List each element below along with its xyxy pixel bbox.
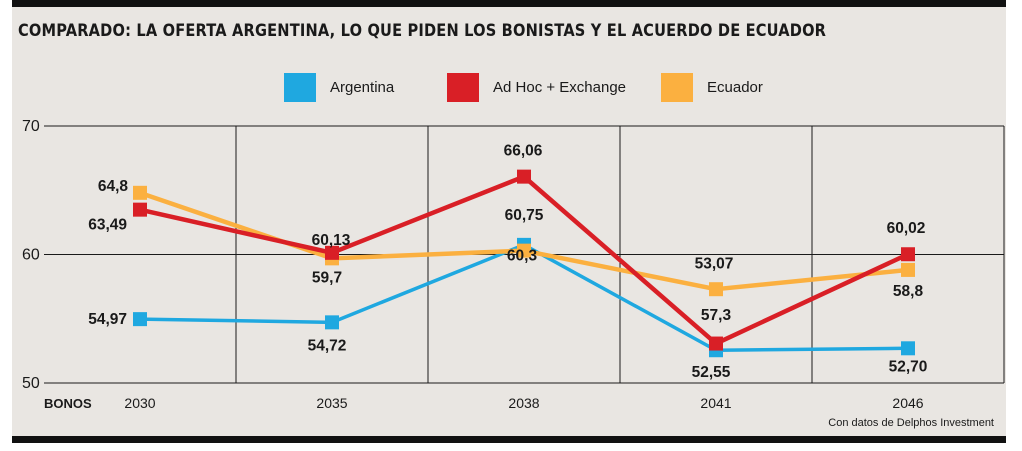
data-point-ecuador (901, 262, 915, 277)
data-label: 52,55 (692, 364, 731, 381)
data-label: 60,02 (887, 220, 926, 237)
data-point-argentina (133, 312, 147, 327)
legend-label-ecuador: Ecuador (707, 78, 763, 96)
x-tick-label: 2038 (508, 395, 539, 411)
data-point-ecuador (709, 282, 723, 297)
top-rule (12, 0, 1006, 7)
data-point-ad-hoc-exchange (901, 247, 915, 262)
data-point-ecuador (517, 243, 531, 258)
legend-swatch-ad-hoc (447, 72, 479, 102)
bottom-rule (12, 436, 1006, 443)
data-label: 58,8 (893, 283, 924, 300)
data-label: 66,06 (504, 143, 543, 160)
data-point-ad-hoc-exchange (133, 202, 147, 217)
data-label: 60,75 (505, 207, 544, 224)
data-label: 54,97 (88, 311, 127, 328)
data-label: 63,49 (88, 217, 127, 234)
data-label: 53,07 (695, 256, 734, 273)
data-label: 60,3 (507, 248, 538, 265)
data-label: 52,70 (889, 358, 928, 375)
data-point-ad-hoc-exchange (517, 169, 531, 184)
data-label: 54,72 (308, 337, 347, 354)
data-label: 59,7 (312, 269, 342, 286)
y-tick-label: 60 (22, 247, 40, 264)
source-note: Con datos de Delphos Investment (828, 417, 994, 429)
chart-frame (12, 7, 1006, 438)
data-point-ecuador (133, 185, 147, 200)
legend-item-ad-hoc: Ad Hoc + Exchange (447, 72, 626, 102)
data-label: 64,8 (98, 178, 129, 195)
legend-swatch-argentina (284, 72, 316, 102)
x-tick-label: 2035 (316, 395, 347, 411)
chart-title: COMPARADO: LA OFERTA ARGENTINA, LO QUE P… (18, 21, 827, 41)
data-point-ad-hoc-exchange (709, 336, 723, 351)
data-point-argentina (325, 315, 339, 330)
legend-item-ecuador: Ecuador (661, 72, 763, 102)
legend-item-argentina: Argentina (284, 72, 394, 102)
data-point-ad-hoc-exchange (325, 245, 339, 260)
x-tick-label: 2046 (892, 395, 923, 411)
data-label: 57,3 (701, 307, 732, 324)
legend-swatch-ecuador (661, 72, 693, 102)
data-point-argentina (901, 341, 915, 356)
y-tick-label: 70 (22, 118, 40, 135)
x-axis-label: BONOS (44, 396, 92, 411)
x-tick-label: 2041 (700, 395, 731, 411)
x-tick-label: 2030 (124, 395, 155, 411)
y-tick-label: 50 (22, 375, 40, 392)
legend-label-ad-hoc: Ad Hoc + Exchange (493, 78, 627, 96)
legend-label-argentina: Argentina (330, 78, 395, 96)
data-label: 60,13 (312, 232, 351, 249)
